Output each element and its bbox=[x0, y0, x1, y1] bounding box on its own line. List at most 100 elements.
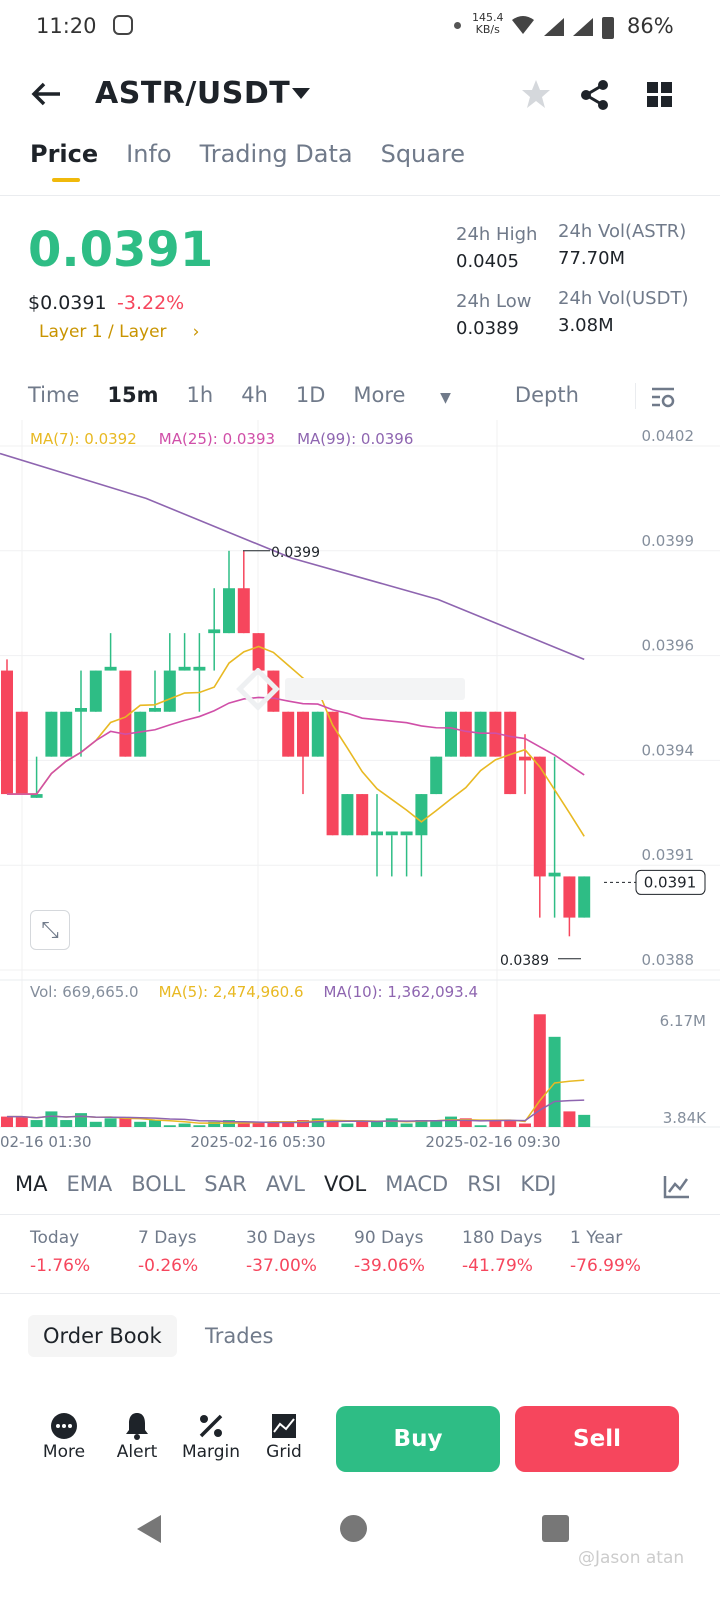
candle-body bbox=[193, 666, 206, 671]
fullscreen-expand-icon[interactable]: ⤡ bbox=[30, 910, 70, 950]
tab-square[interactable]: Square bbox=[380, 140, 466, 168]
tab-15m[interactable]: 15m bbox=[107, 383, 159, 407]
vol-legend: Vol: 669,665.0 bbox=[30, 983, 139, 1001]
volume-bar bbox=[89, 1121, 102, 1127]
ma99-legend: MA(99): 0.0396 bbox=[297, 430, 414, 448]
more-button[interactable]: More bbox=[29, 1410, 99, 1462]
last-price-box bbox=[635, 869, 706, 895]
tab-trades[interactable]: Trades bbox=[205, 1324, 274, 1348]
candle-body bbox=[134, 711, 147, 757]
vol-usdt-value: 3.08M bbox=[558, 315, 614, 336]
instagram-icon bbox=[113, 15, 133, 35]
candle-body bbox=[326, 711, 339, 836]
volume-bar bbox=[282, 1121, 295, 1127]
candle-body bbox=[489, 711, 502, 757]
back-arrow-icon[interactable] bbox=[30, 80, 62, 108]
dot-icon bbox=[454, 22, 461, 29]
price-change: -3.22% bbox=[117, 292, 185, 314]
candle-body bbox=[563, 876, 576, 918]
star-icon[interactable] bbox=[520, 78, 552, 110]
vol-usdt-label: 24h Vol(USDT) bbox=[558, 288, 689, 309]
nav-recents-icon[interactable] bbox=[542, 1515, 569, 1542]
divider bbox=[635, 383, 636, 409]
volume-bar bbox=[208, 1121, 221, 1127]
chart-settings-icon[interactable] bbox=[650, 385, 676, 409]
alert-button[interactable]: Alert bbox=[102, 1410, 172, 1462]
tab-depth[interactable]: Depth bbox=[514, 383, 579, 407]
tab-4h[interactable]: 4h bbox=[241, 383, 268, 407]
usd-price: $0.0391 bbox=[28, 292, 107, 314]
candle-body bbox=[385, 831, 398, 836]
candle-body bbox=[578, 876, 591, 918]
volume-bar bbox=[104, 1118, 117, 1127]
low-label: 24h Low bbox=[456, 291, 532, 312]
candle-body bbox=[237, 588, 250, 634]
bell-icon bbox=[126, 1413, 148, 1440]
price-tick: 0.0388 bbox=[642, 951, 695, 969]
tab-vol[interactable]: VOL bbox=[324, 1172, 367, 1196]
buy-button[interactable]: Buy bbox=[336, 1406, 500, 1472]
tab-more[interactable]: More ▼ bbox=[353, 383, 451, 407]
main-tabs: Price Info Trading Data Square bbox=[30, 140, 466, 182]
candle-body bbox=[104, 666, 117, 671]
indicator-chart-icon[interactable] bbox=[662, 1174, 692, 1200]
candle-body bbox=[533, 756, 546, 877]
tab-macd[interactable]: MACD bbox=[385, 1172, 449, 1196]
nav-home-icon[interactable] bbox=[340, 1515, 367, 1542]
price-tick: 0.0402 bbox=[642, 427, 695, 445]
vol-ma10-line bbox=[7, 1099, 585, 1124]
share-icon[interactable] bbox=[580, 80, 610, 110]
grid-trading-icon bbox=[272, 1414, 296, 1438]
time-tick: 2025-02-16 09:30 bbox=[425, 1133, 560, 1151]
volume-bar bbox=[1, 1116, 13, 1127]
tab-rsi[interactable]: RSI bbox=[467, 1172, 502, 1196]
high-marker: 0.0399 bbox=[271, 545, 320, 561]
tab-1h[interactable]: 1h bbox=[186, 383, 214, 407]
candlestick-chart[interactable]: 0.0402 0.0399 0.0396 0.0394 0.0391 0.0388 0.03… bbox=[0, 420, 720, 1155]
volume-bar bbox=[178, 1123, 191, 1127]
low-value: 0.0389 bbox=[456, 318, 519, 339]
tab-order-book[interactable]: Order Book bbox=[28, 1315, 177, 1357]
category-link[interactable]: Layer 1 / Layer › bbox=[39, 322, 200, 342]
watermark-text: @Jason atan bbox=[578, 1548, 685, 1568]
vol-astr-value: 77.70M bbox=[558, 248, 626, 269]
volume-bar bbox=[60, 1120, 73, 1127]
ma25-line bbox=[7, 696, 585, 795]
performance-row: Today -1.76% 7 Days -0.26% 30 Days -37.00% … bbox=[30, 1228, 678, 1276]
candle-body bbox=[519, 756, 531, 761]
tab-kdj[interactable]: KDJ bbox=[520, 1172, 557, 1196]
tab-price[interactable]: Price bbox=[30, 140, 99, 182]
volume-bar bbox=[356, 1121, 369, 1127]
tab-time[interactable]: Time bbox=[28, 383, 80, 407]
price-tick: 0.0399 bbox=[642, 532, 695, 550]
tab-ema[interactable]: EMA bbox=[66, 1172, 113, 1196]
volume-bar bbox=[149, 1120, 161, 1127]
tab-1d[interactable]: 1D bbox=[295, 383, 326, 407]
caret-down-icon[interactable] bbox=[292, 88, 310, 100]
grid-button[interactable]: Grid bbox=[249, 1410, 319, 1462]
sell-button[interactable]: Sell bbox=[515, 1406, 679, 1472]
tab-sar[interactable]: SAR bbox=[204, 1172, 247, 1196]
volume-bar bbox=[15, 1116, 28, 1127]
tab-info[interactable]: Info bbox=[126, 140, 172, 168]
volume-bar bbox=[267, 1121, 280, 1127]
perf-180d: 180 Days -41.79% bbox=[462, 1228, 543, 1276]
net-speed: 145.4 KB/s bbox=[472, 11, 504, 36]
time-tick: 02-16 01:30 bbox=[0, 1133, 92, 1151]
more-dots-icon bbox=[51, 1413, 77, 1439]
nav-back-icon[interactable] bbox=[135, 1513, 163, 1545]
grid-menu-icon[interactable] bbox=[647, 82, 673, 108]
volume-bar bbox=[533, 1014, 546, 1127]
tab-boll[interactable]: BOLL bbox=[131, 1172, 186, 1196]
vol-ma10-legend: MA(10): 1,362,093.4 bbox=[323, 983, 479, 1001]
volume-bar bbox=[119, 1118, 132, 1127]
volume-bar bbox=[193, 1125, 206, 1127]
tab-trading-data[interactable]: Trading Data bbox=[199, 140, 353, 168]
tab-ma[interactable]: MA bbox=[15, 1172, 48, 1196]
tab-avl[interactable]: AVL bbox=[265, 1172, 305, 1196]
pair-title[interactable]: ASTR/USDT bbox=[95, 76, 291, 111]
vol-tick: 3.84K bbox=[663, 1109, 707, 1127]
margin-button[interactable]: Margin bbox=[176, 1410, 246, 1462]
candle-body bbox=[504, 711, 517, 795]
candle-body bbox=[297, 711, 309, 757]
